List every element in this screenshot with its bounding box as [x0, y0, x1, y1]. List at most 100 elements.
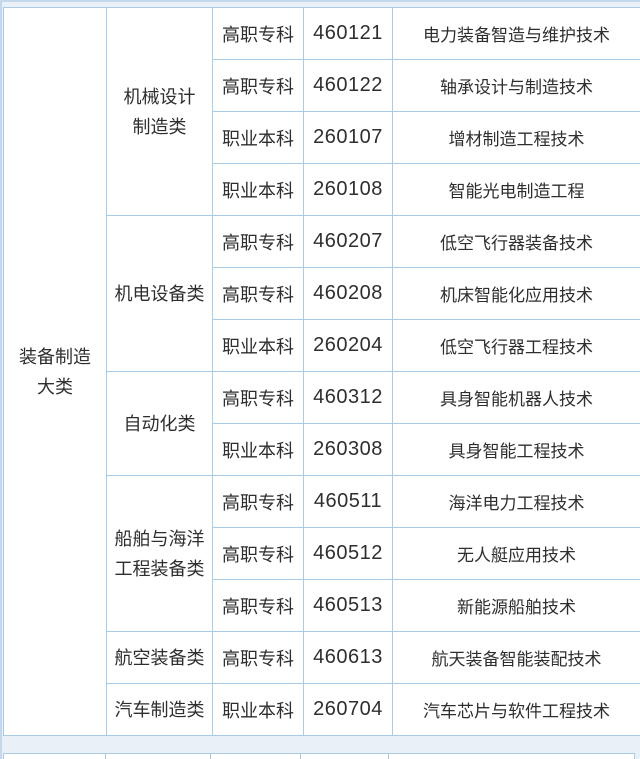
top-category-cell: 装备制造 大类: [3, 7, 107, 736]
major-name-cell-line: 轴承设计与制造技术: [440, 78, 593, 97]
major-name-cell-line: 电力装备智造与维护技术: [423, 26, 610, 45]
table-row: 汽车制造类 职业本科 260704 汽车芯片与软件工程技术: [4, 683, 640, 736]
code-cell-line: 260704: [313, 698, 383, 720]
category-cell: 航空装备类: [106, 631, 213, 684]
table-row: 职业本科 260107 增材制造工程技术: [4, 111, 640, 164]
level-cell-line: 职业本科: [222, 700, 294, 721]
major-name-cell-line: 新能源船舶技术: [457, 598, 576, 617]
level-cell: 高职专科: [212, 267, 304, 320]
table-row: 职业本科 260108 智能光电制造工程: [4, 163, 640, 216]
level-cell-line: 高职专科: [222, 284, 294, 305]
code-cell-line: 260308: [313, 438, 383, 460]
category-cell-line: 汽车制造类: [114, 699, 205, 720]
major-name-cell-line: 低空飞行器装备技术: [440, 234, 593, 253]
code-cell-line: 260204: [313, 334, 383, 356]
table-row: 高职专科 460513 新能源船舶技术: [4, 579, 640, 632]
level-cell: 高职专科: [212, 527, 304, 580]
level-cell-line: 高职专科: [222, 232, 294, 253]
level-cell-line: 高职专科: [222, 24, 294, 45]
code-cell: 460207: [303, 215, 393, 268]
code-cell-line: 460312: [313, 386, 383, 408]
major-name-cell: 轴承设计与制造技术: [392, 59, 640, 112]
table-row: 高职专科 460208 机床智能化应用技术: [4, 267, 640, 320]
major-name-cell-line: 海洋电力工程技术: [448, 494, 585, 513]
code-cell-line: 460207: [313, 230, 383, 252]
level-cell-line: 高职专科: [222, 648, 294, 669]
majors-tbody: 装备制造 大类 机械设计 制造类 高职专科 460121 电力装备智造与维护技术 高职专科 46…: [3, 7, 640, 736]
level-cell-line: 职业本科: [222, 128, 294, 149]
level-cell: 职业本科: [212, 111, 304, 164]
category-cell-line: 机械设计: [123, 86, 196, 107]
category-cell-line: 工程装备类: [114, 558, 205, 579]
category-cell: 机械设计 制造类: [106, 7, 213, 216]
table-row: 船舶与海洋 工程装备类 高职专科 460511 海洋电力工程技术: [4, 475, 640, 632]
code-cell: 460513: [303, 579, 393, 632]
level-cell: 高职专科: [212, 7, 304, 60]
partial-cell: [4, 754, 106, 759]
category-cell-line: 自动化类: [123, 413, 196, 434]
partial-cell: [211, 754, 301, 759]
partial-cell: [389, 754, 634, 759]
major-name-cell: 海洋电力工程技术: [392, 475, 640, 528]
table-row: 自动化类 高职专科 460312 具身智能机器人技术: [4, 371, 640, 476]
table-row: 机电设备类 高职专科 460207 低空飞行器装备技术: [4, 215, 640, 372]
category-cell: 机电设备类: [106, 215, 213, 372]
level-cell-line: 高职专科: [222, 544, 294, 565]
level-cell: 职业本科: [212, 319, 304, 372]
major-name-cell-line: 无人艇应用技术: [457, 546, 576, 565]
level-cell-line: 高职专科: [222, 596, 294, 617]
level-cell: 职业本科: [212, 683, 304, 736]
major-name-cell: 智能光电制造工程: [392, 163, 640, 216]
level-cell: 职业本科: [212, 163, 304, 216]
category-cell-line: 船舶与海洋: [114, 528, 205, 549]
code-cell: 260204: [303, 319, 393, 372]
major-name-cell: 电力装备智造与维护技术: [392, 7, 640, 60]
major-name-cell: 低空飞行器装备技术: [392, 215, 640, 268]
category-cell: 自动化类: [106, 371, 213, 476]
code-cell: 260107: [303, 111, 393, 164]
majors-table: 装备制造 大类 机械设计 制造类 高职专科 460121 电力装备智造与维护技术 高职专科 46…: [3, 7, 640, 736]
major-name-cell: 增材制造工程技术: [392, 111, 640, 164]
table-row: 装备制造 大类 机械设计 制造类 高职专科 460121 电力装备智造与维护技术: [3, 7, 640, 736]
partial-cell: [106, 754, 211, 759]
level-cell: 高职专科: [212, 371, 304, 424]
partial-cell: [301, 754, 389, 759]
level-cell-line: 高职专科: [222, 388, 294, 409]
code-cell: 460613: [303, 631, 393, 684]
category-cell-line: 航空装备类: [114, 647, 205, 668]
level-cell-line: 职业本科: [222, 180, 294, 201]
top-category-cell-line: 大类: [37, 376, 73, 397]
level-cell: 高职专科: [212, 215, 304, 268]
code-cell-line: 460613: [313, 646, 383, 668]
code-cell: 460122: [303, 59, 393, 112]
code-cell-line: 460208: [313, 282, 383, 304]
major-name-cell-line: 汽车芯片与软件工程技术: [423, 702, 610, 721]
level-cell-line: 高职专科: [222, 76, 294, 97]
code-cell: 460208: [303, 267, 393, 320]
category-cell-line: 制造类: [132, 116, 187, 137]
major-name-cell-line: 航天装备智能装配技术: [431, 650, 602, 669]
code-cell-line: 260107: [313, 126, 383, 148]
code-cell: 460121: [303, 7, 393, 60]
category-cell: 船舶与海洋工程装备类: [106, 475, 213, 632]
category-cell: 汽车制造类: [106, 683, 213, 736]
major-name-cell-line: 增材制造工程技术: [448, 130, 585, 149]
top-category-cell-line: 装备制造: [19, 346, 91, 367]
major-name-cell: 航天装备智能装配技术: [392, 631, 640, 684]
code-cell-line: 460121: [313, 22, 383, 44]
major-name-cell: 新能源船舶技术: [392, 579, 640, 632]
code-cell-line: 460122: [313, 74, 383, 96]
major-name-cell-line: 具身智能工程技术: [448, 442, 585, 461]
major-name-cell: 无人艇应用技术: [392, 527, 640, 580]
table-row: 高职专科 460512 无人艇应用技术: [4, 527, 640, 580]
level-cell: 高职专科: [212, 475, 304, 528]
table-row: 职业本科 260204 低空飞行器工程技术: [4, 319, 640, 372]
code-cell: 260108: [303, 163, 393, 216]
major-name-cell: 具身智能工程技术: [392, 423, 640, 476]
major-name-cell-line: 机床智能化应用技术: [440, 286, 593, 305]
major-name-cell: 汽车芯片与软件工程技术: [392, 683, 640, 736]
level-cell: 高职专科: [212, 59, 304, 112]
major-name-cell: 机床智能化应用技术: [392, 267, 640, 320]
category-cell-line: 机电设备类: [114, 283, 205, 304]
